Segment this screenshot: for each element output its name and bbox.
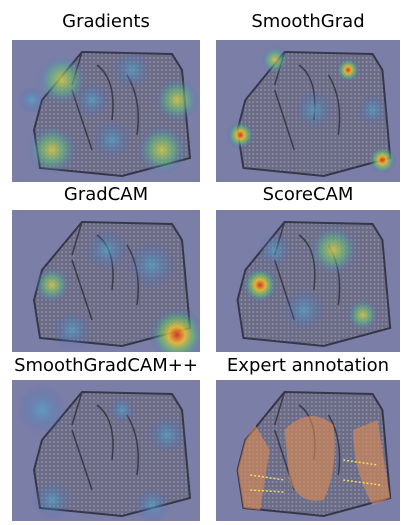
heat-blob [257, 232, 292, 268]
heat-blob [34, 267, 70, 303]
panel-image [12, 40, 200, 182]
heat-blob [17, 385, 67, 435]
heat-blob [18, 86, 46, 114]
heat-blob [74, 82, 110, 118]
panel-image [12, 380, 200, 521]
panel-image [216, 40, 400, 182]
panel-title: Gradients [62, 11, 150, 32]
heat-blob [347, 299, 378, 331]
heat-blob [147, 415, 187, 455]
panel-title: SmoothGradCAM++ [14, 355, 198, 376]
heat-blob [108, 396, 136, 424]
panel-title: Expert annotation [227, 355, 389, 376]
heat-blob [52, 310, 92, 350]
heat-blob [85, 228, 129, 272]
heat-blob [283, 288, 326, 332]
heat-blob [357, 94, 388, 126]
heat-blob [92, 120, 132, 160]
heat-blob [261, 46, 288, 74]
heat-blob [369, 146, 396, 174]
panel-image [12, 210, 205, 363]
heat-blob [137, 125, 187, 175]
panel-title: SmoothGrad [251, 11, 364, 32]
heat-blob [294, 90, 333, 130]
heat-blob [242, 267, 277, 303]
heat-blob [309, 225, 358, 275]
panel-image [216, 380, 400, 521]
heat-blob [227, 121, 254, 149]
figure: Gradients SmoothGrad GradCAM ScoreCAM Smooth… [0, 0, 401, 521]
heat-blob [27, 125, 77, 175]
panel-title: ScoreCAM [263, 184, 354, 205]
heat-blob [155, 78, 199, 122]
heat-blob [32, 480, 72, 520]
heat-blob [112, 50, 152, 90]
heat-blob [127, 240, 177, 290]
panel-image [216, 210, 400, 352]
panel-title: GradCAM [64, 184, 148, 205]
heat-blob [336, 58, 359, 82]
